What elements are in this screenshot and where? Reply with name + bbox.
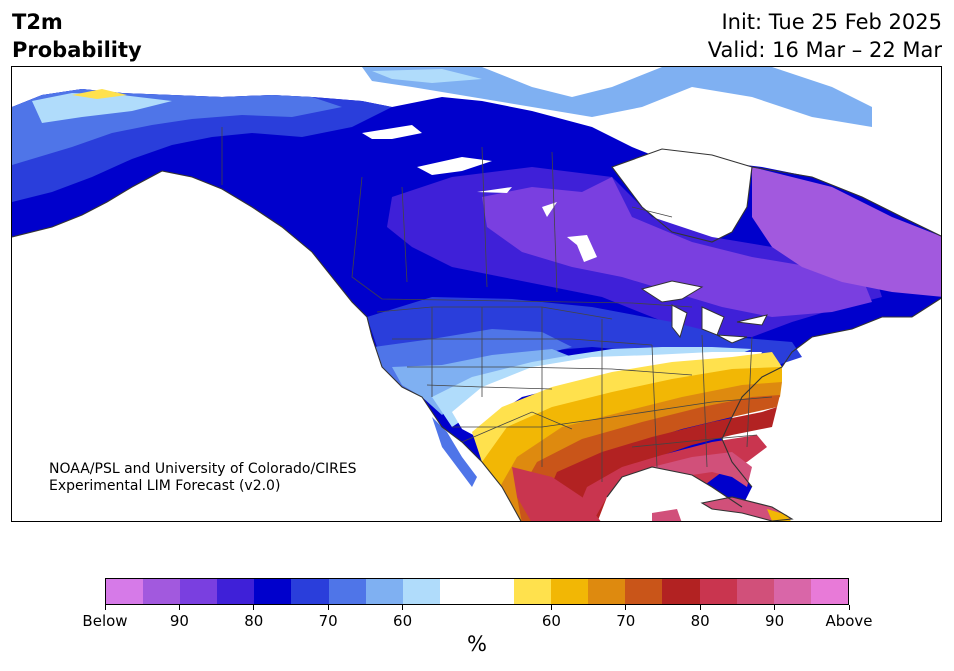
band-arctic-light <box>362 67 872 127</box>
colorbar-tick-label: 80 <box>244 612 264 630</box>
map-title: T2m Probability <box>12 8 142 64</box>
map-svg <box>12 67 941 521</box>
colorbar-tick-label: 80 <box>690 612 710 630</box>
band-alaska-yellow <box>72 89 127 99</box>
colorbar-tick-mark <box>253 605 255 610</box>
coastlines <box>12 148 941 521</box>
credit-text: NOAA/PSL and University of Colorado/CIRE… <box>49 461 357 495</box>
colorbar-swatch <box>476 579 515 604</box>
colorbar-tick-mark <box>104 605 106 610</box>
band-quebec-lavender <box>752 167 941 297</box>
gulf-of-mexico <box>602 467 742 521</box>
colorbar-swatch <box>328 579 366 604</box>
colorbar-tick-mark <box>848 605 850 610</box>
colorbar-swatch <box>588 579 626 604</box>
political-borders <box>221 127 773 482</box>
colorbar-tick-mark <box>327 605 329 610</box>
band-quebec-violet <box>482 177 872 317</box>
colorbar-swatch <box>699 579 737 604</box>
band-warm-pink <box>612 452 752 487</box>
colorbar-swatch <box>402 579 440 604</box>
colorbar-swatch <box>551 579 589 604</box>
colorbar-swatch <box>625 579 663 604</box>
colorbar-swatch <box>143 579 181 604</box>
colorbar-tick-mark <box>774 605 776 610</box>
colorbar-swatch <box>810 579 848 604</box>
band-arctic-pale <box>372 69 482 83</box>
init-date: Init: Tue 25 Feb 2025 <box>721 10 942 34</box>
forecast-map <box>11 66 942 522</box>
yucatan <box>652 509 682 521</box>
title-subtitle: Probability <box>12 38 142 62</box>
colorbar-swatch <box>106 579 144 604</box>
colorbar-tick-label: Below <box>82 612 128 630</box>
great-lakes <box>640 280 768 344</box>
colorbar-swatch <box>365 579 403 604</box>
colorbar-tick-mark <box>550 605 552 610</box>
valid-date: Valid: 16 Mar – 22 Mar <box>707 38 942 62</box>
colorbar-swatch <box>291 579 329 604</box>
colorbar-tick-label: 70 <box>616 612 636 630</box>
colorbar-unit: % <box>467 632 487 656</box>
colorbar-tick-label: 90 <box>765 612 785 630</box>
forecast-dates: Init: Tue 25 Feb 2025 Valid: 16 Mar – 22… <box>708 8 942 64</box>
colorbar-swatch <box>736 579 774 604</box>
colorbar <box>105 578 849 605</box>
colorbar-tick-mark <box>699 605 701 610</box>
colorbar-swatch <box>773 579 811 604</box>
colorbar-tick-label: 60 <box>393 612 413 630</box>
colorbar-tick-mark <box>178 605 180 610</box>
canadian-lakes <box>362 125 597 262</box>
hudson-bay <box>612 149 752 242</box>
colorbar-swatch <box>254 579 292 604</box>
title-variable: T2m <box>12 10 63 34</box>
colorbar-tick-mark <box>625 605 627 610</box>
pacific-ocean <box>12 171 521 521</box>
colorbar-tick-mark <box>402 605 404 610</box>
baja-california <box>432 417 477 487</box>
colorbar-tick-label: 90 <box>169 612 189 630</box>
cuba-orange <box>767 509 791 521</box>
colorbar-swatch <box>662 579 700 604</box>
band-mexico-crimson <box>512 467 601 521</box>
band-alaska-pale <box>32 93 172 123</box>
credit-line1: NOAA/PSL and University of Colorado/CIRE… <box>49 461 357 477</box>
colorbar-swatch <box>439 579 477 604</box>
colorbar-tick-label: 60 <box>541 612 561 630</box>
credit-line2: Experimental LIM Forecast (v2.0) <box>49 478 281 494</box>
band-warm-orange <box>497 382 782 521</box>
colorbar-tick-label: Above <box>825 612 873 630</box>
band-us-neutral <box>452 352 762 437</box>
colorbar-swatch <box>217 579 255 604</box>
colorbar-tick-label: 70 <box>318 612 338 630</box>
colorbar-swatch <box>514 579 552 604</box>
colorbar-swatch <box>180 579 218 604</box>
